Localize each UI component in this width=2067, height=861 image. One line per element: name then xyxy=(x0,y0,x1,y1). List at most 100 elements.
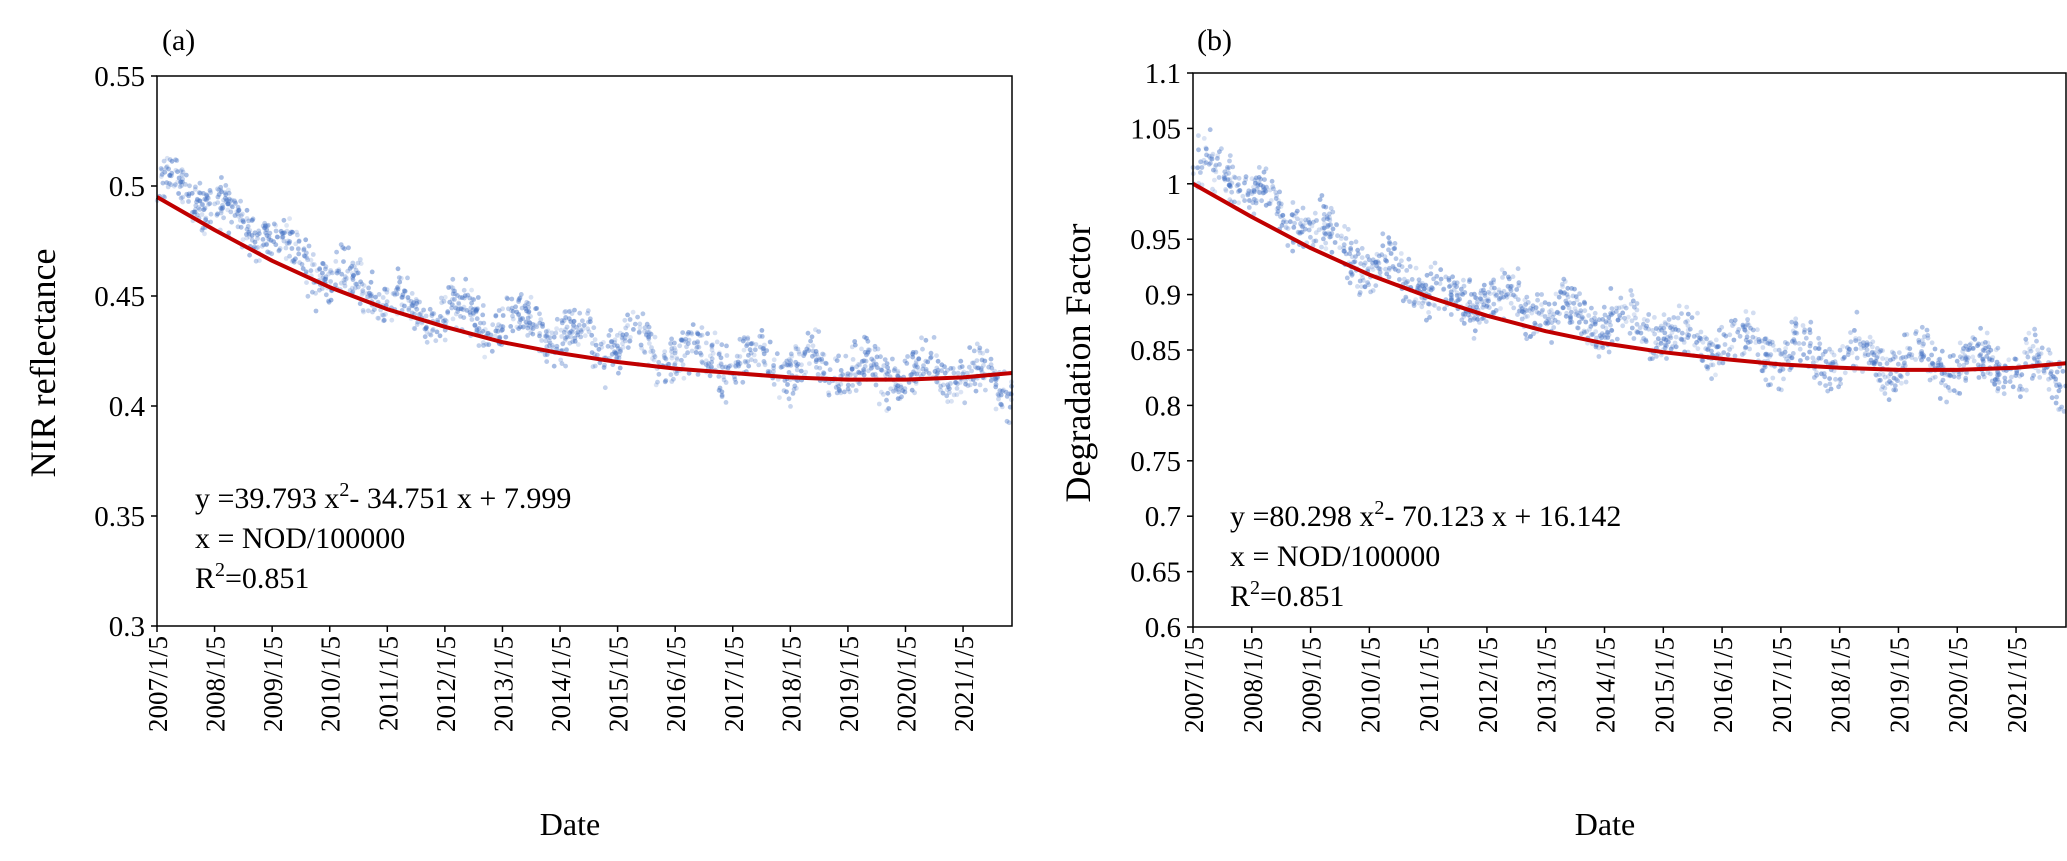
panel-b-data-point xyxy=(1207,127,1213,133)
panel-b-data-point xyxy=(1838,381,1843,387)
panel-a-data-point xyxy=(526,310,531,315)
panel-a-data-point xyxy=(795,346,801,352)
panel-b-data-point xyxy=(1475,302,1480,307)
panel-b-data-point xyxy=(1502,270,1508,276)
panel-a-data-point xyxy=(164,164,170,170)
panel-a-data-point xyxy=(352,285,358,291)
panel-a-data-point xyxy=(452,288,457,294)
panel-b-data-point xyxy=(1766,382,1771,388)
panel-a-data-point xyxy=(559,318,565,323)
panel-a-data-point xyxy=(608,327,614,333)
panel-a-data-point xyxy=(516,297,522,303)
panel-b-data-point xyxy=(2012,356,2018,362)
panel-a-data-point xyxy=(238,224,244,230)
panel-b-data-point xyxy=(1825,388,1831,394)
panel-a-data-point xyxy=(215,186,220,192)
panel-b-data-point xyxy=(1862,353,1868,359)
panel-b-data-point xyxy=(1454,290,1460,296)
panel-b-data-point xyxy=(1765,340,1771,346)
panel-b-data-point xyxy=(1496,297,1502,303)
panel-b-data-point xyxy=(1357,278,1363,284)
panel-a-data-point xyxy=(848,372,853,378)
panel-a-data-point xyxy=(967,345,973,350)
panel-b-data-point xyxy=(1687,326,1693,332)
panel-b-data-point xyxy=(1852,328,1857,333)
panel-b-data-point xyxy=(1684,331,1690,337)
panel-b-data-point xyxy=(1837,376,1843,382)
panel-a-equation-rest: - 34.751 x + 7.999 xyxy=(349,482,571,515)
panel-b-data-point xyxy=(1246,188,1252,194)
panel-a-data-point xyxy=(686,337,692,343)
panel-b-data-point xyxy=(1428,264,1434,270)
panel-a-data-point xyxy=(164,155,170,161)
panel-b-data-point xyxy=(1461,314,1467,319)
panel-a-data-point xyxy=(563,327,568,332)
panel-a-data-point xyxy=(892,384,898,390)
panel-b-data-point xyxy=(2001,384,2006,390)
panel-b-x-tick-label: 2009/1/5 xyxy=(1297,637,1327,733)
panel-a-data-point xyxy=(920,346,925,352)
panel-a-data-point xyxy=(745,341,750,347)
panel-b-data-point xyxy=(1307,220,1312,225)
panel-a-data-point xyxy=(199,227,205,233)
panel-b-data-point xyxy=(1963,357,1968,363)
panel-a-data-point xyxy=(786,357,792,363)
panel-b-data-point xyxy=(2034,357,2040,363)
panel-b-data-point xyxy=(1708,362,1714,368)
panel-a-data-point xyxy=(816,329,822,334)
panel-a-data-point xyxy=(835,381,841,387)
panel-a-data-point xyxy=(709,343,715,348)
panel-b-data-point xyxy=(1342,248,1347,254)
panel-b-data-point xyxy=(1344,275,1350,281)
panel-b-data-point xyxy=(1840,344,1846,349)
panel-a-data-point xyxy=(613,350,619,356)
panel-b-x-tick-label: 2017/1/5 xyxy=(1767,637,1797,733)
panel-b-data-point xyxy=(1484,298,1490,303)
panel-a-data-point xyxy=(389,317,395,323)
panel-a-data-point xyxy=(545,335,551,340)
panel-b-data-point xyxy=(1890,356,1896,362)
panel-b-y-tick-label: 0.65 xyxy=(1130,557,1181,589)
panel-a-data-point xyxy=(706,361,711,367)
panel-a-data-point xyxy=(709,356,715,362)
panel-a-data-point xyxy=(724,353,730,358)
panel-b-data-point xyxy=(1403,296,1409,302)
panel-a-data-point xyxy=(493,328,499,334)
panel-b-data-point xyxy=(1828,386,1834,392)
panel-b-data-point xyxy=(1593,342,1599,348)
panel-a-data-point xyxy=(564,324,570,330)
panel-b-data-point xyxy=(1337,245,1343,251)
panel-a-data-point xyxy=(510,328,516,334)
panel-b-data-point xyxy=(1789,339,1795,344)
panel-a-data-point xyxy=(326,271,331,277)
panel-b-data-point xyxy=(1836,384,1841,390)
panel-a-data-point xyxy=(408,298,414,304)
panel-a-data-point xyxy=(762,360,768,366)
panel-a-data-point xyxy=(462,295,467,301)
panel-a-data-point xyxy=(458,314,463,319)
panel-b-data-point xyxy=(1553,291,1559,297)
panel-b-data-point xyxy=(1405,279,1410,284)
panel-b-data-point xyxy=(1256,165,1262,170)
panel-a-data-point xyxy=(859,359,865,364)
panel-b-data-point xyxy=(1748,325,1753,331)
panel-a-data-point xyxy=(350,289,356,295)
panel-b-data-point xyxy=(1679,330,1685,336)
panel-b-data-point xyxy=(1225,165,1230,170)
panel-b-data-point xyxy=(1490,310,1496,315)
panel-a-data-point xyxy=(251,244,257,250)
panel-a-data-point xyxy=(665,361,671,367)
panel-b-data-point xyxy=(1524,336,1530,342)
panel-a-data-point xyxy=(861,367,866,372)
panel-b-data-point xyxy=(1892,383,1898,389)
panel-a-data-point xyxy=(655,379,660,385)
panel-b-data-point xyxy=(1532,320,1538,326)
panel-a-r-squared: R2=0.851 xyxy=(195,559,309,595)
panel-a-data-point xyxy=(780,364,785,370)
panel-a-data-point xyxy=(473,308,479,314)
panel-b-data-point xyxy=(1212,189,1218,195)
panel-b-data-point xyxy=(1416,281,1422,287)
panel-b-data-point xyxy=(1578,310,1583,316)
panel-a-data-point xyxy=(699,325,705,330)
panel-a-data-point xyxy=(372,307,377,312)
